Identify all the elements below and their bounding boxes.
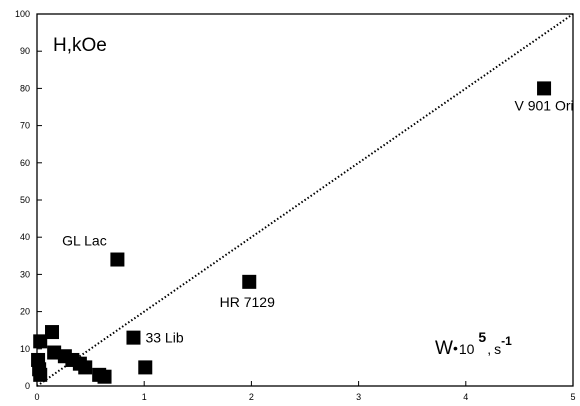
data-point [537,81,552,96]
point-label: HR 7129 [220,294,275,310]
point-label: 33 Lib [145,330,183,346]
x-axis-label-main: W [435,338,453,359]
data-point [242,274,257,289]
x-tick-label: 2 [249,392,254,402]
x-axis-label-comma: , [487,341,491,357]
y-tick-label: 0 [25,381,30,391]
x-tick-label: 0 [34,392,39,402]
x-tick-label: 5 [570,392,575,402]
data-point [45,325,60,340]
data-point [33,367,48,382]
x-axis-label: W•105, s-1 [435,329,512,359]
y-tick-label: 10 [20,344,30,354]
y-tick-label: 40 [20,232,30,242]
data-point [33,334,48,349]
point-label: GL Lac [62,233,107,249]
fit-line [36,13,574,387]
data-point [138,360,153,375]
x-axis-label-dot: • [453,340,458,356]
y-tick-label: 90 [20,46,30,56]
y-tick-label: 80 [20,83,30,93]
data-point [110,252,125,267]
y-tick-label: 30 [20,269,30,279]
x-tick-label: 4 [463,392,468,402]
x-axis-label-unit-exp: -1 [501,334,512,348]
x-axis-label-unit: s [494,341,501,357]
y-tick-label: 100 [15,9,30,19]
y-tick-label: 50 [20,195,30,205]
data-point [126,330,141,345]
x-tick-label: 1 [142,392,147,402]
y-tick-label: 60 [20,158,30,168]
y-tick-label: 20 [20,307,30,317]
y-tick-label: 70 [20,121,30,131]
x-axis-label-exp: 5 [478,329,486,345]
y-axis-label: H,kOe [53,35,107,56]
point-label: V 901 Ori [514,97,573,113]
data-point [78,360,93,375]
x-axis-label-ten: 10 [459,341,475,357]
data-points [31,81,552,384]
point-labels: V 901 Ori HR 7129 GL Lac 33 Lib [62,97,574,345]
x-tick-label: 3 [356,392,361,402]
data-point [47,345,62,360]
data-point [97,369,112,384]
